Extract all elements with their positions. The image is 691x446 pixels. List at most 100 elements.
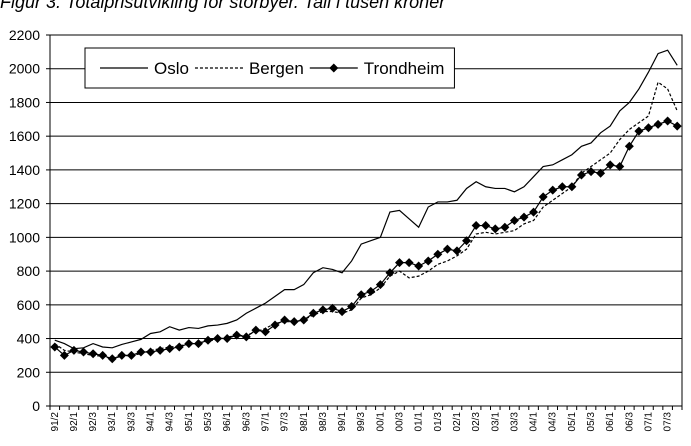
marker [576, 170, 586, 180]
marker [241, 332, 251, 342]
x-tick-label: 01/1 [414, 412, 425, 432]
marker [165, 344, 175, 354]
marker [433, 249, 443, 259]
legend-label: Oslo [154, 59, 189, 78]
x-tick-label: 92/3 [88, 412, 99, 432]
plot-area [49, 34, 683, 407]
marker [270, 320, 280, 330]
marker [280, 315, 290, 325]
marker [481, 221, 491, 231]
x-tick-label: 97/3 [280, 412, 291, 432]
marker [174, 342, 184, 352]
marker [366, 286, 376, 296]
marker [624, 141, 634, 151]
marker [308, 308, 318, 318]
marker [557, 182, 567, 192]
x-tick-label: 99/3 [356, 412, 367, 432]
y-tick-label: 2200 [9, 27, 40, 43]
legend-label: Bergen [249, 59, 304, 78]
marker [356, 290, 366, 300]
y-tick-label: 1800 [9, 94, 40, 110]
marker [146, 347, 156, 357]
y-tick-label: 1000 [9, 229, 40, 245]
x-tick-label: 03/1 [490, 412, 501, 432]
x-tick-label: 94/3 [165, 412, 176, 432]
marker [586, 167, 596, 177]
marker [299, 315, 309, 325]
marker [79, 347, 89, 357]
x-tick-label: 06/3 [624, 412, 635, 432]
x-tick-label: 94/1 [146, 412, 157, 432]
marker [260, 327, 270, 337]
x-tick-label: 96/1 [222, 412, 233, 432]
marker [634, 126, 644, 136]
marker [567, 182, 577, 192]
marker [663, 116, 673, 126]
marker [509, 216, 519, 225]
x-tick-label: 93/3 [126, 412, 137, 432]
marker [500, 222, 510, 232]
x-tick-label: 97/1 [260, 412, 271, 432]
x-tick-label: 95/1 [184, 412, 195, 432]
marker [529, 207, 539, 217]
marker [193, 339, 203, 349]
marker [672, 121, 682, 131]
marker [50, 342, 60, 352]
marker [289, 317, 299, 327]
x-tick-label: 02/3 [471, 412, 482, 432]
marker [548, 185, 558, 195]
x-tick-label: 96/3 [241, 412, 252, 432]
x-tick-label: 91/2 [50, 412, 61, 432]
series-line [54, 49, 678, 350]
marker [337, 307, 347, 317]
marker [155, 345, 165, 355]
legend-label: Trondheim [364, 59, 445, 78]
y-tick-label: 200 [17, 364, 41, 380]
y-tick-label: 600 [17, 297, 41, 313]
marker [107, 354, 117, 364]
marker [471, 221, 481, 231]
x-tick-label: 99/1 [337, 412, 348, 432]
x-tick-label: 07/1 [643, 412, 654, 432]
y-tick-label: 2000 [9, 61, 40, 77]
marker [184, 339, 194, 349]
marker [442, 244, 452, 254]
x-tick-label: 98/1 [299, 412, 310, 432]
marker [395, 258, 405, 268]
marker [643, 123, 653, 133]
x-tick-label: 04/3 [548, 412, 559, 432]
marker [615, 162, 625, 172]
marker [462, 236, 472, 246]
marker [126, 350, 136, 360]
marker [452, 246, 462, 256]
x-tick-label: 07/3 [663, 412, 674, 432]
x-tick-label: 01/3 [433, 412, 444, 432]
marker [490, 224, 500, 234]
marker [404, 258, 414, 268]
legend-marker [329, 63, 339, 73]
marker [347, 302, 357, 312]
x-tick-label: 04/1 [529, 412, 540, 432]
x-tick-label: 03/3 [509, 412, 520, 432]
marker [251, 325, 261, 335]
x-tick-label: 06/1 [605, 412, 616, 432]
marker [59, 350, 69, 360]
marker [136, 347, 146, 357]
y-tick-label: 400 [17, 331, 41, 347]
y-tick-label: 1200 [9, 196, 40, 212]
x-tick-label: 02/1 [452, 412, 463, 432]
x-tick-label: 98/3 [318, 412, 329, 432]
chart-title: Figur 3. Totalprisutvikling for storbyer… [0, 0, 446, 12]
legend: Oslo Bergen Trondheim [84, 47, 455, 89]
marker [69, 345, 79, 355]
marker [538, 192, 548, 202]
marker [232, 330, 242, 340]
marker [375, 280, 385, 290]
x-tick-label: 05/1 [567, 412, 578, 432]
x-tick-label: 00/1 [375, 412, 386, 432]
marker [88, 349, 98, 359]
marker [596, 168, 606, 178]
x-tick-label: 92/1 [69, 412, 80, 432]
marker [653, 119, 663, 129]
